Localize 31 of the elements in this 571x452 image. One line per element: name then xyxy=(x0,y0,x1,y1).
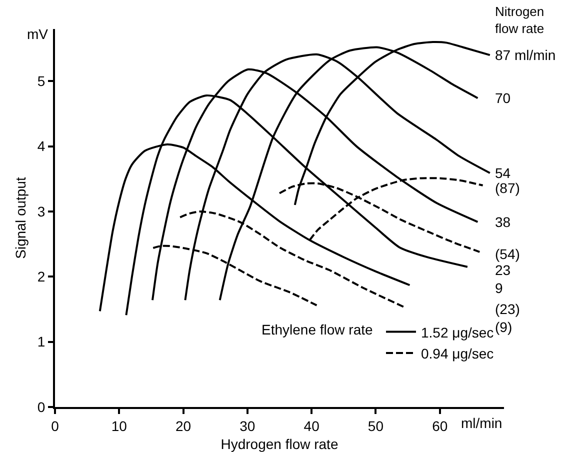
annotation: 70 xyxy=(495,90,511,106)
annotation: 9 xyxy=(495,280,503,296)
y-tick-label: 1 xyxy=(37,334,46,350)
x-tick-label: 40 xyxy=(304,418,320,434)
y-tick-label: 2 xyxy=(37,268,46,285)
legend-label: 1.52 μg/sec xyxy=(421,324,494,340)
annotation: Nitrogen flow rate xyxy=(495,4,544,36)
x-tick-label: 50 xyxy=(368,418,384,434)
text: mV xyxy=(27,26,49,42)
x-tick-label: 30 xyxy=(240,418,256,434)
y-tick-label: 0 xyxy=(37,398,46,415)
y-tick-label: 4 xyxy=(37,138,46,154)
annotation: 54 xyxy=(495,165,511,181)
y-tick-label: 5 xyxy=(37,73,46,90)
annotation: (23) xyxy=(495,301,520,317)
x-axis-title: Hydrogen flow rate xyxy=(220,436,338,452)
legend-label: 0.94 μg/sec xyxy=(421,345,494,362)
annotation: 87 ml/min xyxy=(495,47,556,63)
x-tick-label: 60 xyxy=(432,418,448,434)
y-axis-title: Signal output xyxy=(12,177,29,259)
x-tick-label: 20 xyxy=(176,418,192,434)
y-tick-label: 3 xyxy=(37,203,46,220)
annotation: 23 xyxy=(495,262,511,278)
annotation: 38 xyxy=(495,214,511,230)
annotation: (54) xyxy=(495,246,520,262)
x-tick-label: 10 xyxy=(111,418,128,434)
annotation: (9) xyxy=(495,319,512,335)
annotation: (87) xyxy=(495,180,520,196)
x-tick-label: 0 xyxy=(51,418,60,434)
text: ml/min xyxy=(461,415,502,431)
legend-title: Ethylene flow rate xyxy=(262,321,374,338)
